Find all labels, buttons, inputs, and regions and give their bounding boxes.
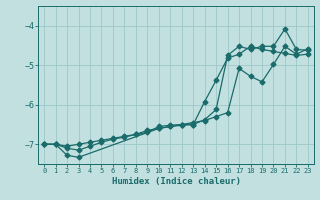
X-axis label: Humidex (Indice chaleur): Humidex (Indice chaleur) — [111, 177, 241, 186]
